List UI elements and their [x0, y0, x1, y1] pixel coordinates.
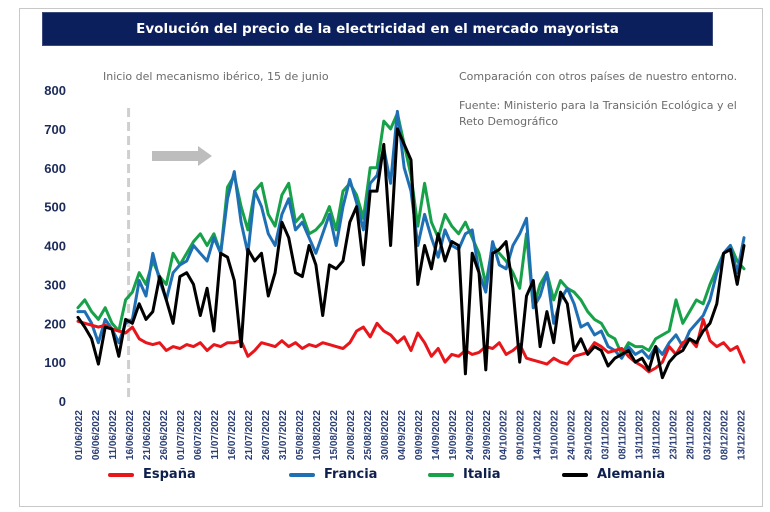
- annotation-iberian-mechanism: Inicio del mecanismo ibérico, 15 de juni…: [103, 70, 329, 83]
- chart-frame: [19, 8, 763, 507]
- x-tick-label: 29/09/2022: [482, 410, 493, 460]
- x-tick-label: 21/07/2022: [244, 410, 255, 460]
- x-tick-label: 05/08/2022: [295, 410, 306, 460]
- y-tick-label: 0: [59, 394, 66, 409]
- legend-swatch-italia: [428, 472, 454, 477]
- x-tick-label: 26/06/2022: [159, 410, 170, 460]
- legend-label-italia: Italia: [463, 467, 501, 482]
- x-tick-label: 10/08/2022: [312, 410, 323, 460]
- x-tick-label: 14/09/2022: [431, 410, 442, 460]
- x-tick-label: 03/11/2022: [601, 410, 612, 460]
- x-tick-label: 20/08/2022: [346, 410, 357, 460]
- y-tick-label: 800: [44, 83, 66, 98]
- y-tick-label: 200: [44, 316, 66, 331]
- legend-item-italia: Italia: [428, 467, 501, 482]
- x-tick-label: 16/06/2022: [125, 410, 136, 460]
- x-tick-label: 04/10/2022: [499, 410, 510, 460]
- x-tick-label: 24/09/2022: [465, 410, 476, 460]
- legend-label-francia: Francia: [324, 467, 378, 482]
- y-tick-label: 500: [44, 200, 66, 215]
- x-tick-label: 08/12/2022: [720, 410, 731, 460]
- x-tick-label: 28/11/2022: [686, 410, 697, 460]
- y-tick-label: 700: [44, 122, 66, 137]
- y-tick-label: 300: [44, 277, 66, 292]
- legend-swatch-alemania: [562, 472, 588, 477]
- x-tick-label: 19/09/2022: [448, 410, 459, 460]
- x-tick-label: 01/07/2022: [176, 410, 187, 460]
- x-tick-label: 08/11/2022: [618, 410, 629, 460]
- y-tick-label: 100: [44, 355, 66, 370]
- x-tick-label: 03/12/2022: [703, 410, 714, 460]
- legend-item-espana: España: [108, 467, 196, 482]
- arrow-right-icon: [152, 146, 212, 166]
- series-line-francia: [76, 109, 746, 360]
- x-tick-label: 11/06/2022: [108, 410, 119, 460]
- legend-swatch-francia: [289, 472, 315, 477]
- legend-swatch-espana: [108, 472, 134, 477]
- series-line-italia: [76, 111, 746, 356]
- x-tick-label: 04/09/2022: [397, 410, 408, 460]
- x-tick-label: 01/06/2022: [74, 410, 85, 460]
- annotation-comparison: Comparación con otros países de nuestro …: [459, 70, 738, 83]
- y-axis: 0 100 200 300 400 500 600 700 800: [44, 83, 66, 409]
- y-tick-label: 600: [44, 161, 66, 176]
- x-tick-label: 30/08/2022: [380, 410, 391, 460]
- x-tick-label: 18/11/2022: [652, 410, 663, 460]
- x-tick-label: 15/08/2022: [329, 410, 340, 460]
- x-tick-label: 21/06/2022: [142, 410, 153, 460]
- x-tick-label: 11/07/2022: [210, 410, 221, 460]
- x-tick-label: 23/11/2022: [669, 410, 680, 460]
- x-tick-label: 31/07/2022: [278, 410, 289, 460]
- x-tick-label: 29/10/2022: [584, 410, 595, 460]
- x-tick-label: 09/09/2022: [414, 410, 425, 460]
- x-tick-label: 26/07/2022: [261, 410, 272, 460]
- legend-item-francia: Francia: [289, 467, 377, 482]
- x-tick-label: 06/06/2022: [91, 410, 102, 460]
- series-line-alemania: [76, 127, 746, 380]
- legend-item-alemania: Alemania: [562, 467, 665, 482]
- x-tick-label: 13/11/2022: [635, 410, 646, 460]
- x-tick-label: 16/07/2022: [227, 410, 238, 460]
- legend-label-alemania: Alemania: [597, 467, 666, 482]
- x-tick-label: 14/10/2022: [533, 410, 544, 460]
- legend-label-espana: España: [143, 467, 196, 482]
- x-tick-label: 25/08/2022: [363, 410, 374, 460]
- chart-title: Evolución del precio de la electricidad …: [42, 12, 713, 46]
- series-lines: [76, 109, 746, 380]
- x-tick-label: 13/12/2022: [737, 410, 748, 460]
- x-axis: 01/06/2022 06/06/2022 11/06/2022 16/06/2022…: [74, 410, 748, 460]
- annotation-source: Fuente: Ministerio para la Transición Ec…: [459, 99, 737, 128]
- x-tick-label: 09/10/2022: [516, 410, 527, 460]
- y-tick-label: 400: [44, 239, 66, 254]
- x-tick-label: 24/10/2022: [567, 410, 578, 460]
- x-tick-label: 06/07/2022: [193, 410, 204, 460]
- iberian-mechanism-marker: [127, 108, 212, 398]
- x-tick-label: 19/10/2022: [550, 410, 561, 460]
